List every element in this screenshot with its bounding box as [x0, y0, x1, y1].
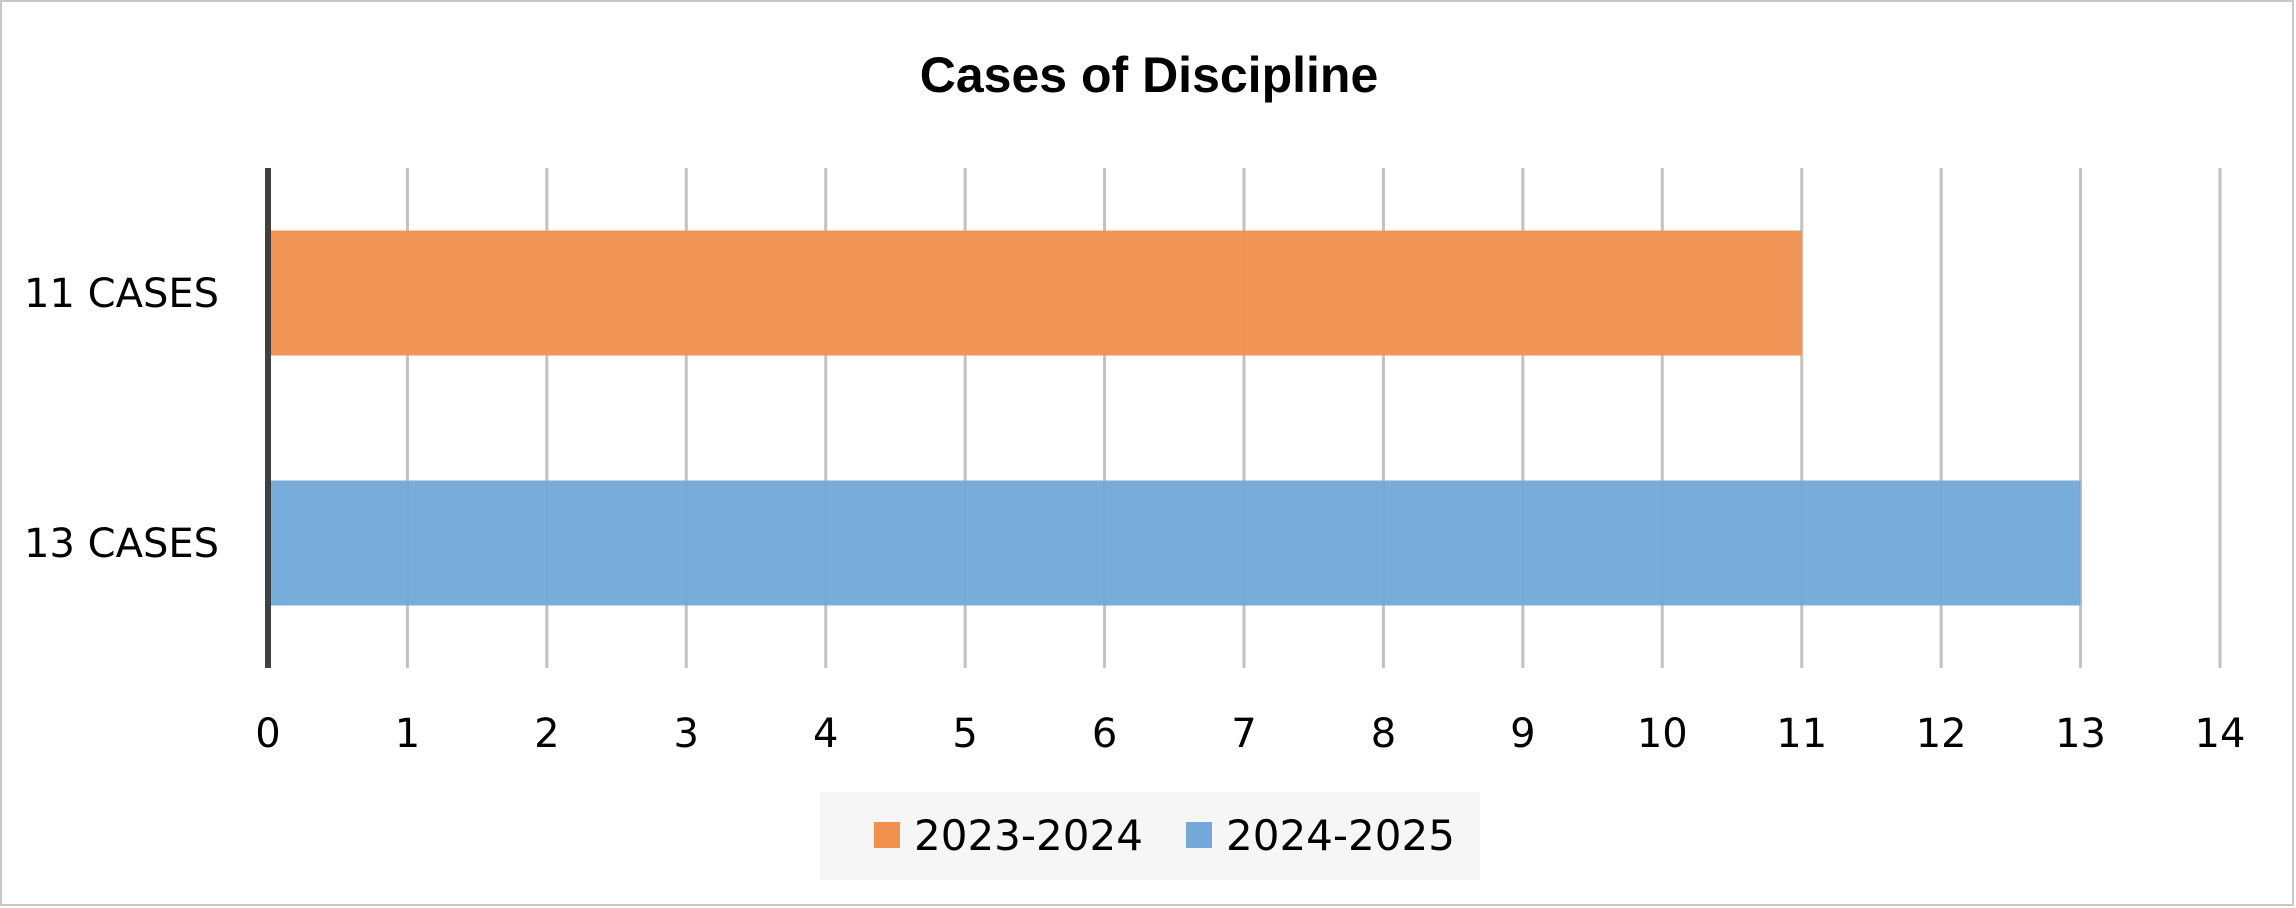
chart-title: Cases of Discipline [920, 47, 1379, 103]
x-tick-label: 10 [1637, 711, 1688, 757]
category-label: 11 CASES [24, 271, 219, 317]
x-tick-label: 6 [1092, 711, 1117, 757]
legend: 2023-2024 2024-2025 [820, 792, 1480, 880]
legend-swatch [874, 822, 900, 848]
legend-label: 2024-2025 [1226, 811, 1455, 860]
legend-background [820, 792, 1480, 880]
x-tick-label: 3 [674, 711, 699, 757]
bar [268, 230, 1802, 356]
x-tick-label: 2 [534, 711, 559, 757]
bars [268, 230, 2081, 606]
x-tick-label: 5 [952, 711, 977, 757]
bar [268, 480, 2081, 606]
x-tick-label: 11 [1776, 711, 1827, 757]
legend-swatch [1186, 822, 1212, 848]
x-tick-label: 9 [1510, 711, 1535, 757]
category-labels: 11 CASES 13 CASES [24, 271, 219, 567]
x-tick-label: 0 [255, 711, 280, 757]
x-tick-label: 13 [2055, 711, 2106, 757]
x-tick-labels: 0 1 2 3 4 5 6 7 8 9 10 11 12 13 14 [255, 711, 2245, 757]
x-tick-label: 8 [1371, 711, 1396, 757]
x-tick-label: 7 [1231, 711, 1256, 757]
x-tick-label: 12 [1916, 711, 1967, 757]
x-tick-label: 4 [813, 711, 838, 757]
category-label: 13 CASES [24, 521, 219, 567]
x-tick-label: 1 [395, 711, 420, 757]
legend-label: 2023-2024 [914, 811, 1143, 860]
x-tick-label: 14 [2195, 711, 2246, 757]
